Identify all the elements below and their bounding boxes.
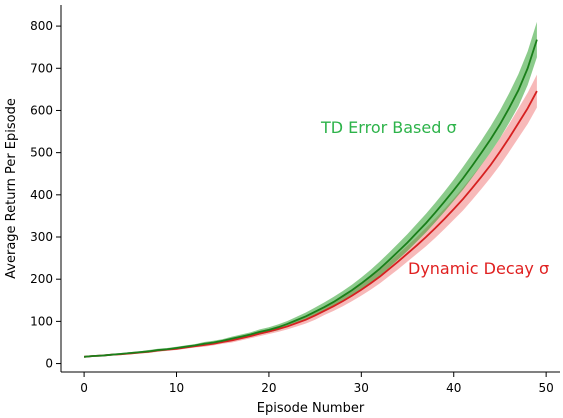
x-tick-label: 50 [538,381,553,395]
y-tick-label: 500 [30,146,53,160]
x-tick-label: 40 [446,381,461,395]
y-tick-label: 700 [30,61,53,75]
annotation-td-error: TD Error Based σ [320,118,457,137]
y-tick-label: 400 [30,188,53,202]
y-tick-label: 0 [45,357,53,371]
y-tick-label: 100 [30,314,53,328]
y-tick-label: 200 [30,272,53,286]
series-band-0 [84,21,537,358]
x-tick-label: 0 [80,381,88,395]
x-ticks: 0 10 20 30 40 50 [80,372,554,395]
series-lines [84,39,538,358]
y-axis-label: Average Return Per Episode [4,98,19,279]
y-tick-label: 300 [30,230,53,244]
series-line-1 [84,90,538,358]
series-line-0 [84,39,538,358]
y-tick-label: 800 [30,19,53,33]
x-tick-label: 10 [169,381,184,395]
x-axis-label: Episode Number [257,401,365,416]
x-tick-label: 20 [261,381,276,395]
confidence-bands [84,21,537,358]
y-tick-label: 600 [30,103,53,117]
y-ticks: 0 100 200 300 400 500 600 700 800 [30,19,61,371]
annotation-dynamic-decay: Dynamic Decay σ [408,259,549,278]
x-tick-label: 30 [354,381,369,395]
